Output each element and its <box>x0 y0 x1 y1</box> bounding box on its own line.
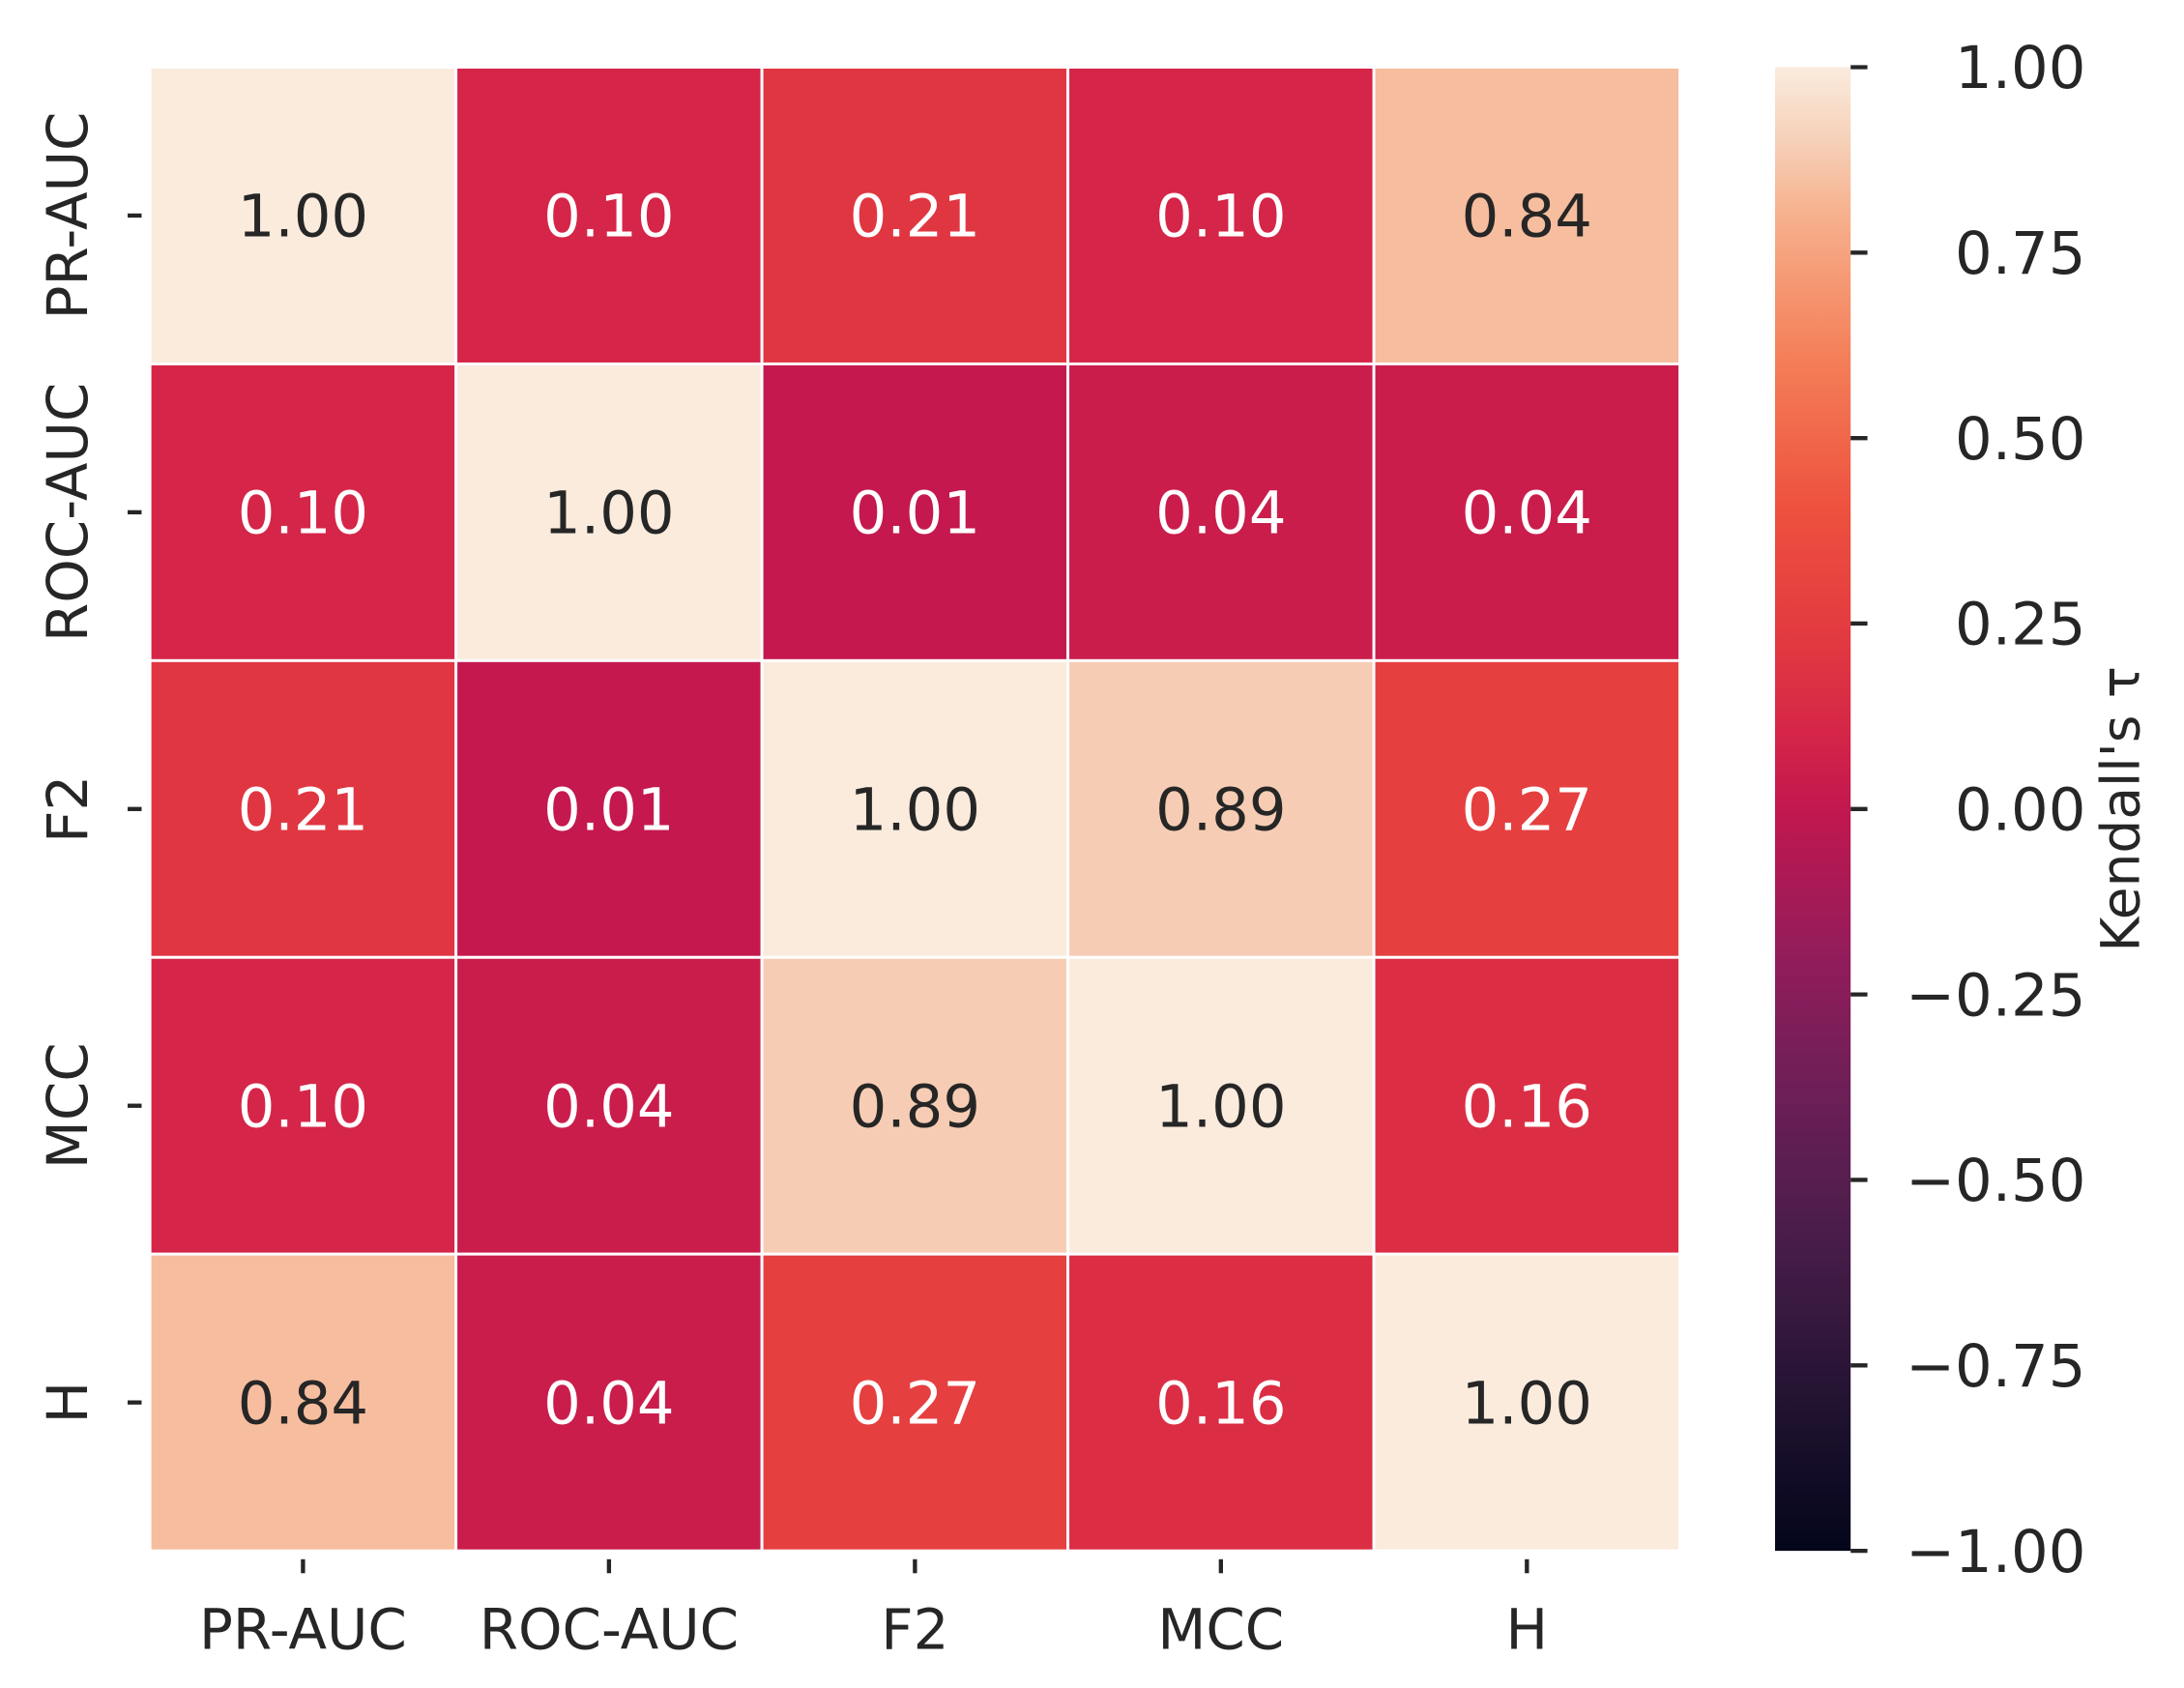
heatmap-cell <box>1372 955 1682 1256</box>
heatmap-cell <box>148 1252 458 1553</box>
cell-annotation: 0.84 <box>1462 184 1592 251</box>
cell-annotation: 0.01 <box>850 480 980 548</box>
cell-annotation: 0.01 <box>543 777 674 845</box>
heatmap-cell <box>148 66 458 365</box>
y-axis: PR-AUC ROC-AUC F2 MCC H <box>35 112 142 1424</box>
cell-annotation: 0.89 <box>1155 777 1286 845</box>
colorbar-tick-label: −0.25 <box>1906 962 2085 1030</box>
heatmap-cell <box>454 658 764 959</box>
heatmap-cell <box>1066 66 1376 365</box>
cell-annotation: 0.04 <box>543 1073 674 1141</box>
x-tick-label: ROC-AUC <box>480 1596 739 1662</box>
colorbar-tick-label: 1.00 <box>1955 35 2085 102</box>
cell-annotation: 0.27 <box>1462 777 1592 845</box>
colorbar-label: Kendall's τ <box>2089 666 2151 952</box>
colorbar-tick-label: −1.00 <box>1906 1519 2085 1586</box>
colorbar-ticks: 1.00 0.75 0.50 0.25 0.00 −0.25 −0.50 −0.75 −1.00 <box>1850 35 2085 1586</box>
x-tick-label: F2 <box>881 1596 948 1662</box>
cell-annotation: 1.00 <box>850 777 980 845</box>
cell-annotation: 0.21 <box>238 777 368 845</box>
y-tick-label: PR-AUC <box>35 112 101 320</box>
colorbar-tick-label: 0.25 <box>1955 592 2085 659</box>
heatmap-cell <box>454 1252 764 1553</box>
heatmap-cell <box>148 362 458 662</box>
heatmap-cell <box>1372 66 1682 365</box>
cell-annotation: 0.04 <box>543 1370 674 1438</box>
y-tick-label: ROC-AUC <box>35 383 101 642</box>
heatmap-cell <box>1372 362 1682 662</box>
cell-annotation: 1.00 <box>238 184 368 251</box>
heatmap-cell <box>760 658 1070 959</box>
heatmap-cell <box>760 66 1070 365</box>
cell-annotation: 0.89 <box>850 1073 980 1141</box>
heatmap-cell <box>1066 658 1376 959</box>
y-tick-label: MCC <box>35 1042 101 1169</box>
cell-annotation: 0.84 <box>238 1370 368 1438</box>
cell-annotation: 1.00 <box>543 480 674 548</box>
heatmap-cell <box>454 955 764 1256</box>
heatmap-cell <box>1372 1252 1682 1553</box>
cell-annotation: 0.04 <box>1462 480 1592 548</box>
x-tick-label: H <box>1506 1596 1549 1662</box>
colorbar-tick-label: 0.50 <box>1955 406 2085 474</box>
heatmap-cell <box>1372 658 1682 959</box>
cell-annotation: 0.10 <box>238 1073 368 1141</box>
cell-annotation: 0.10 <box>1155 184 1286 251</box>
heatmap-cell <box>1066 955 1376 1256</box>
colorbar <box>1775 67 1851 1552</box>
cell-annotation: 0.27 <box>850 1370 980 1438</box>
cell-annotation: 0.16 <box>1155 1370 1286 1438</box>
cell-annotation: 1.00 <box>1462 1370 1592 1438</box>
x-axis: PR-AUC ROC-AUC F2 MCC H <box>199 1558 1549 1662</box>
colorbar-tick-label: 0.00 <box>1955 777 2085 845</box>
y-tick-label: F2 <box>35 775 101 843</box>
colorbar-tick-label: −0.50 <box>1906 1148 2085 1215</box>
x-tick-label: PR-AUC <box>199 1596 407 1662</box>
cell-annotation: 0.10 <box>238 480 368 548</box>
heatmap-cell <box>454 66 764 365</box>
heatmap-cell <box>760 955 1070 1256</box>
cell-annotation: 0.04 <box>1155 480 1286 548</box>
colorbar-tick-label: −0.75 <box>1906 1333 2085 1401</box>
cell-annotation: 0.10 <box>543 184 674 251</box>
heatmap-cell <box>760 1252 1070 1553</box>
colorbar-tick-label: 0.75 <box>1955 220 2085 288</box>
cell-annotation: 1.00 <box>1155 1073 1286 1141</box>
heatmap-cell <box>148 955 458 1256</box>
heatmap-cells: 1.00 0.10 0.21 0.10 0.84 0.10 1.00 0.01 0.04 0.04… <box>148 66 1682 1553</box>
x-tick-label: MCC <box>1157 1596 1284 1662</box>
heatmap-cell <box>760 362 1070 662</box>
y-tick-label: H <box>35 1382 101 1424</box>
cell-annotation: 0.16 <box>1462 1073 1592 1141</box>
cell-annotation: 0.21 <box>850 184 980 251</box>
